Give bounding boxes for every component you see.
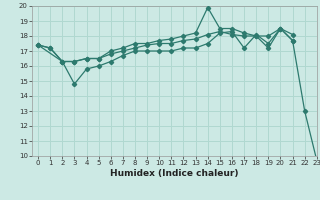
X-axis label: Humidex (Indice chaleur): Humidex (Indice chaleur) [110,169,239,178]
